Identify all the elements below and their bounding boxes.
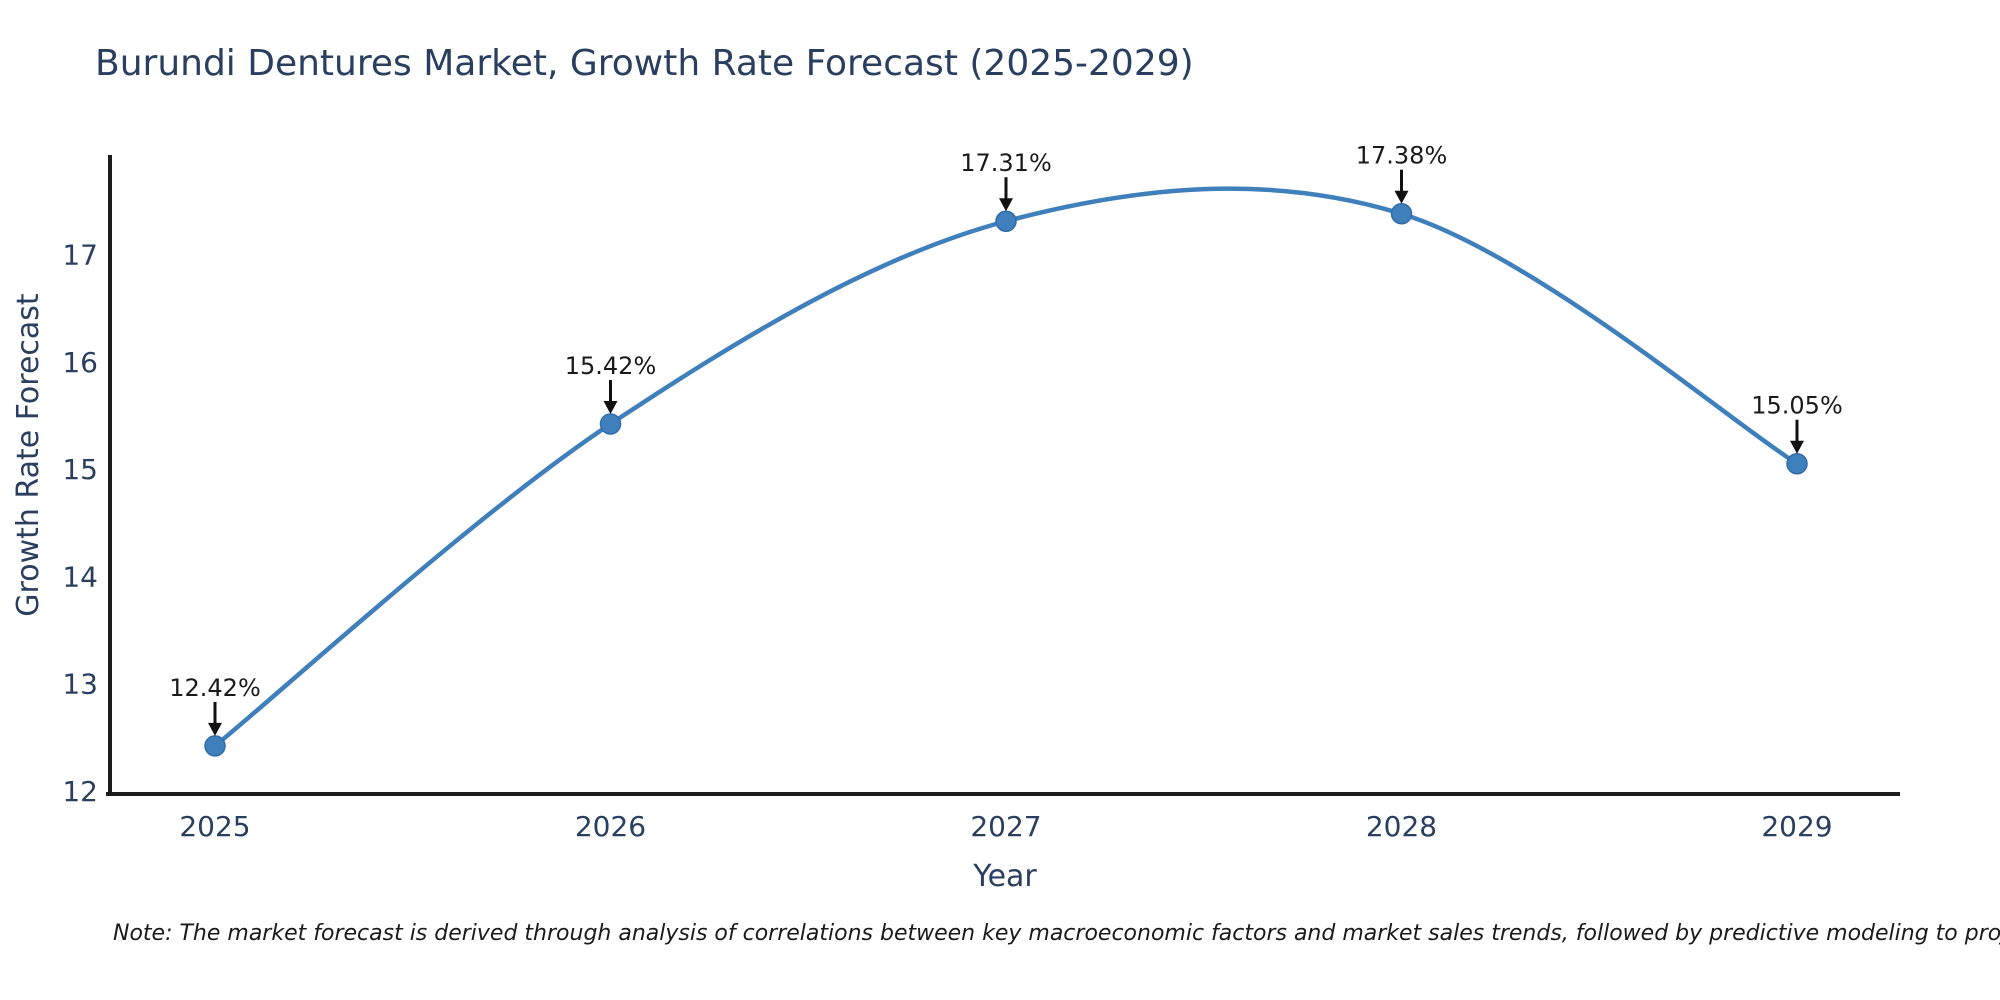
point-annotation-label: 17.31% bbox=[960, 149, 1052, 177]
point-annotation: 15.05% bbox=[1751, 392, 1843, 454]
chart-title: Burundi Dentures Market, Growth Rate For… bbox=[95, 43, 1194, 84]
y-tick-label: 14 bbox=[62, 560, 98, 593]
data-point-markers bbox=[204, 202, 1808, 757]
axes bbox=[106, 155, 1900, 796]
y-tick-label: 12 bbox=[62, 775, 98, 808]
x-tick-label: 2026 bbox=[575, 810, 646, 843]
data-point-marker bbox=[1390, 202, 1413, 225]
point-annotation-label: 12.42% bbox=[169, 674, 261, 702]
annotation-arrowhead-icon bbox=[603, 401, 618, 415]
point-annotation: 15.42% bbox=[565, 352, 657, 415]
y-tick-label: 13 bbox=[62, 668, 98, 701]
y-tick-label: 16 bbox=[62, 346, 98, 379]
data-point-marker bbox=[204, 735, 226, 757]
y-tick-label: 15 bbox=[62, 453, 98, 486]
point-annotation: 12.42% bbox=[169, 674, 261, 736]
x-tick-labels: 2025 2026 2027 2028 2029 bbox=[179, 810, 1832, 843]
series-spline-line bbox=[212, 186, 1800, 749]
x-tick-label: 2029 bbox=[1761, 810, 1832, 843]
series-line-path bbox=[212, 186, 1800, 749]
x-tick-label: 2025 bbox=[179, 810, 250, 843]
point-annotation-label: 15.42% bbox=[565, 352, 657, 380]
footnote: Note: The market forecast is derived thr… bbox=[113, 921, 2000, 946]
y-tick-labels: 12 13 14 15 16 17 bbox=[62, 239, 98, 809]
annotation-arrowhead-icon bbox=[1394, 190, 1409, 204]
data-point-marker bbox=[995, 210, 1017, 232]
point-annotations: 12.42% 15.42% 17.31% 17.38% 15.05% bbox=[169, 142, 1843, 736]
y-tick-label: 17 bbox=[62, 239, 98, 272]
data-point-marker bbox=[1786, 452, 1808, 475]
data-point-marker bbox=[599, 413, 622, 435]
y-axis-title: Growth Rate Forecast bbox=[11, 293, 46, 617]
annotation-arrowhead-icon bbox=[208, 722, 222, 736]
x-tick-label: 2027 bbox=[970, 810, 1041, 843]
annotation-arrowhead-icon bbox=[1790, 440, 1804, 454]
point-annotation: 17.31% bbox=[960, 149, 1052, 212]
point-annotation-label: 17.38% bbox=[1356, 142, 1448, 170]
x-axis-title: Year bbox=[972, 859, 1037, 894]
x-tick-label: 2028 bbox=[1366, 810, 1437, 843]
point-annotation-label: 15.05% bbox=[1751, 392, 1843, 420]
point-annotation: 17.38% bbox=[1356, 142, 1448, 204]
annotation-arrowhead-icon bbox=[999, 198, 1013, 212]
